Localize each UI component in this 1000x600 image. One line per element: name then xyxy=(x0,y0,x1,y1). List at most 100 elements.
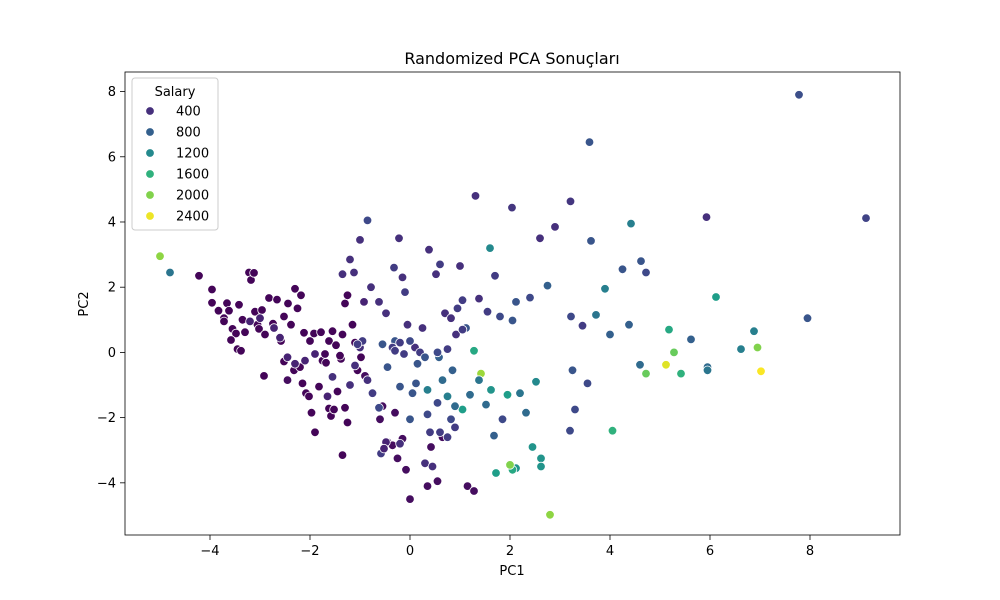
data-point xyxy=(234,300,244,310)
data-point xyxy=(305,336,315,346)
data-point xyxy=(450,401,460,411)
data-point xyxy=(356,352,366,363)
data-point xyxy=(290,359,300,369)
data-point xyxy=(405,414,415,425)
y-axis-ticks: −4 −2 0 2 4 6 8 xyxy=(97,85,125,491)
data-point xyxy=(442,432,453,442)
data-point xyxy=(422,409,433,420)
x-tick-label: −2 xyxy=(300,544,319,559)
data-point xyxy=(584,137,595,147)
data-point xyxy=(451,329,461,340)
data-point xyxy=(272,294,282,305)
data-point xyxy=(155,251,165,261)
data-point xyxy=(669,347,679,358)
data-point xyxy=(525,292,535,303)
data-point xyxy=(462,481,473,491)
legend-marker xyxy=(145,148,155,158)
y-tick-label: 8 xyxy=(108,85,116,100)
data-point xyxy=(399,349,409,359)
chart-title: Randomized PCA Sonuçları xyxy=(404,49,619,68)
data-point xyxy=(507,315,518,326)
data-point xyxy=(481,399,491,410)
data-point xyxy=(245,316,255,327)
data-point xyxy=(455,261,465,271)
data-point xyxy=(474,375,484,385)
data-point xyxy=(435,259,445,270)
x-tick-label: 4 xyxy=(606,544,614,559)
data-point xyxy=(465,390,475,400)
y-axis-label: PC2 xyxy=(77,291,92,316)
data-point xyxy=(362,215,373,226)
data-point xyxy=(395,381,405,392)
data-point xyxy=(664,324,674,335)
x-axis-ticks: −4 −2 0 2 4 6 8 xyxy=(200,535,814,559)
data-point xyxy=(752,342,763,353)
data-point xyxy=(701,212,712,222)
data-point xyxy=(390,408,400,418)
data-point xyxy=(316,327,326,337)
data-point xyxy=(324,336,334,346)
y-tick-label: 2 xyxy=(108,281,116,296)
data-point xyxy=(485,243,495,253)
data-point xyxy=(794,90,804,100)
x-axis-label: PC1 xyxy=(499,564,524,579)
data-point xyxy=(469,346,479,356)
data-point xyxy=(352,339,363,350)
data-point xyxy=(400,287,410,297)
data-point xyxy=(390,346,400,356)
data-point xyxy=(641,267,651,278)
data-point xyxy=(450,422,460,433)
x-tick-label: 2 xyxy=(506,544,514,559)
data-point xyxy=(427,461,438,472)
data-point xyxy=(407,388,418,398)
y-tick-label: −2 xyxy=(97,411,116,426)
data-point xyxy=(381,308,391,319)
data-point xyxy=(342,290,353,301)
data-point xyxy=(491,468,501,478)
data-point xyxy=(431,269,441,279)
data-point xyxy=(749,326,759,336)
legend-marker xyxy=(145,211,155,221)
data-point xyxy=(379,443,389,454)
y-tick-label: 0 xyxy=(108,346,116,361)
data-point xyxy=(661,360,671,370)
data-point xyxy=(254,324,264,334)
data-point xyxy=(224,306,234,316)
data-point xyxy=(442,391,453,402)
data-point xyxy=(299,328,309,338)
data-point xyxy=(442,344,453,354)
data-point xyxy=(422,481,433,491)
data-point xyxy=(331,340,341,350)
data-point xyxy=(219,316,229,327)
legend-label: 1600 xyxy=(176,168,209,183)
data-point xyxy=(470,191,481,201)
data-point xyxy=(756,366,766,377)
x-tick-label: 0 xyxy=(406,544,414,559)
data-point xyxy=(314,381,324,392)
data-point xyxy=(457,324,468,335)
data-point xyxy=(377,339,388,350)
data-point xyxy=(322,391,333,402)
data-point xyxy=(335,351,345,361)
data-point xyxy=(366,282,376,292)
data-point xyxy=(536,461,546,472)
y-tick-label: 6 xyxy=(108,150,116,165)
data-point xyxy=(275,333,285,343)
legend: Salary 400 800 1200 1600 2000 2400 xyxy=(131,77,219,231)
data-point xyxy=(269,323,279,333)
y-tick-label: −4 xyxy=(97,476,116,491)
legend-label: 800 xyxy=(176,126,201,141)
data-point xyxy=(437,375,448,385)
data-point xyxy=(231,328,241,339)
data-point xyxy=(440,308,450,319)
legend-label: 1200 xyxy=(176,147,209,162)
data-point xyxy=(626,218,636,229)
data-point xyxy=(340,403,350,413)
data-point xyxy=(535,233,545,244)
data-point xyxy=(347,320,358,330)
data-point xyxy=(495,311,505,322)
x-tick-label: −4 xyxy=(200,544,219,559)
data-point xyxy=(279,311,289,322)
data-point xyxy=(345,254,355,265)
data-point xyxy=(482,307,493,317)
